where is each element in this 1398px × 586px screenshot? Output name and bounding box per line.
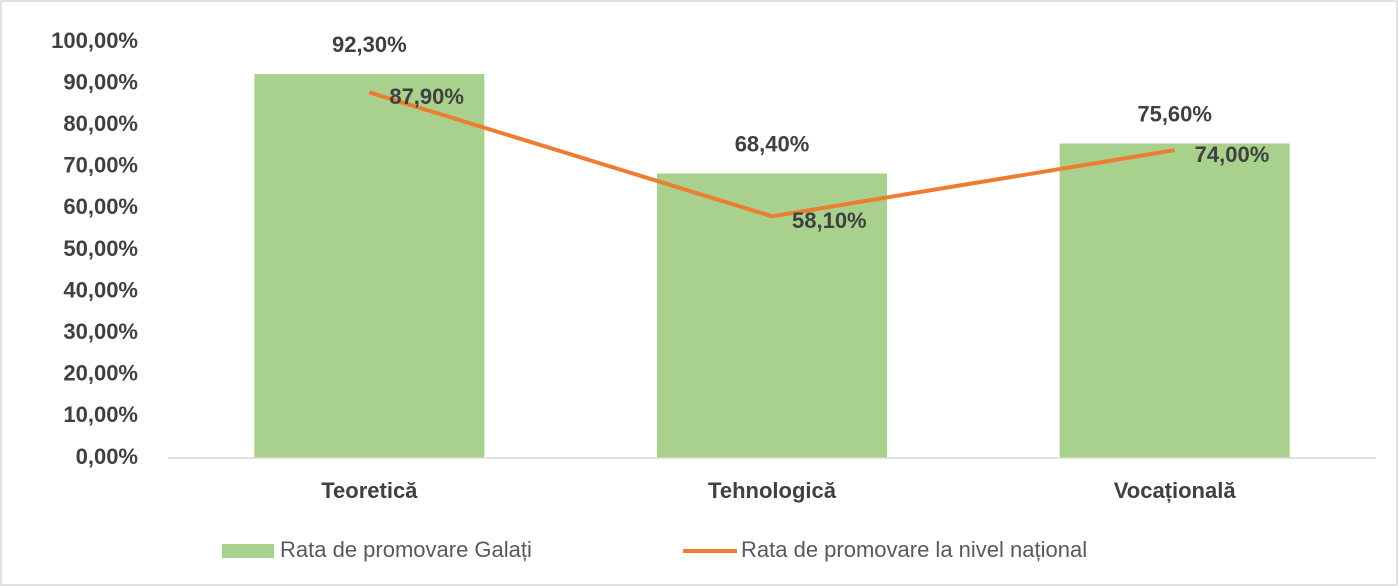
y-tick-label: 90,00% [63, 69, 138, 94]
data-label: 92,30% [332, 32, 407, 57]
line [368, 90, 1175, 219]
data-label: 68,40% [735, 131, 810, 156]
data-label: 75,60% [1137, 101, 1212, 126]
y-tick-label: 50,00% [63, 236, 138, 261]
data-label: 74,00% [1195, 142, 1270, 167]
y-tick-label: 80,00% [63, 111, 138, 136]
y-tick-label: 10,00% [63, 402, 138, 427]
bar [1059, 143, 1290, 458]
legend-swatch [222, 544, 274, 558]
y-tick-label: 40,00% [63, 277, 138, 302]
y-tick-label: 0,00% [76, 444, 138, 469]
bar [254, 74, 485, 459]
data-label: 87,90% [389, 84, 464, 109]
legend-label: Rata de promovare la nivel național [741, 537, 1087, 562]
x-tick-label: Tehnologică [708, 478, 837, 503]
y-tick-label: 60,00% [63, 194, 138, 219]
x-tick-label: Teoretică [321, 478, 418, 503]
y-tick-label: 30,00% [63, 319, 138, 344]
bar [657, 173, 887, 458]
data-label: 58,10% [792, 208, 867, 233]
y-tick-label: 100,00% [51, 28, 138, 53]
y-tick-label: 20,00% [63, 361, 138, 386]
x-tick-label: Vocațională [1114, 478, 1237, 503]
legend-label: Rata de promovare Galați [280, 537, 532, 562]
y-tick-label: 70,00% [63, 153, 138, 178]
